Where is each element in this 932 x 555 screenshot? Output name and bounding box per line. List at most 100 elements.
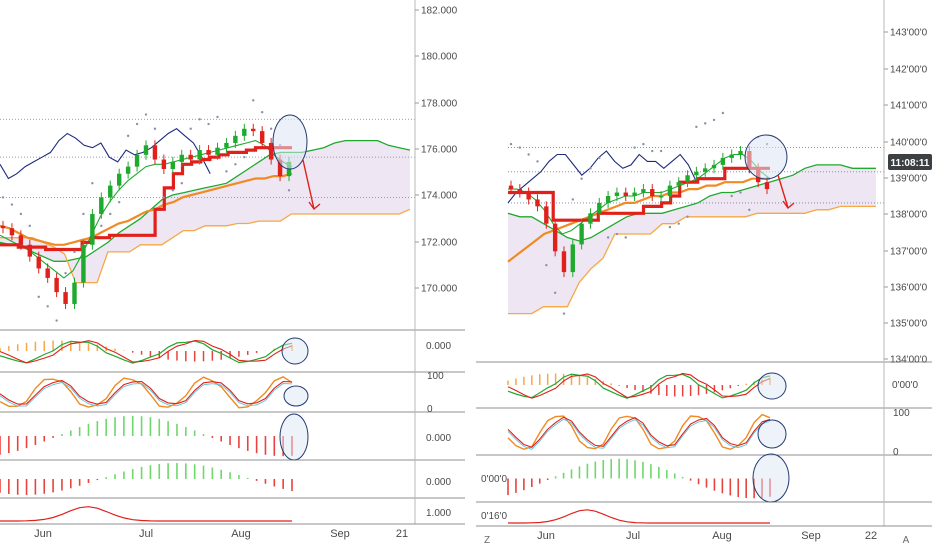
left-parabolic-sar bbox=[1, 99, 291, 322]
sar-dot bbox=[28, 224, 32, 228]
price-axis-label: 139'00'0 bbox=[890, 174, 928, 185]
price-axis-label: 134'00'0 bbox=[890, 355, 928, 366]
indicator-axis-label: 0'00'0 bbox=[892, 380, 919, 391]
candle-body bbox=[152, 145, 158, 160]
sar-dot bbox=[269, 127, 273, 130]
indicator-axis-label: 0 bbox=[893, 447, 899, 458]
indicator-highlight-circle bbox=[757, 419, 787, 449]
sar-dot bbox=[615, 232, 619, 236]
indicator-highlight-circle bbox=[752, 453, 790, 503]
candle-body bbox=[605, 196, 611, 203]
kijun-sen-line bbox=[0, 146, 292, 252]
sar-dot bbox=[10, 203, 14, 206]
candle-body bbox=[224, 142, 229, 148]
sar-dot bbox=[668, 225, 672, 229]
sar-dot bbox=[37, 295, 40, 299]
candle-body bbox=[588, 213, 593, 224]
sar-dot bbox=[234, 163, 237, 166]
candle-body bbox=[0, 225, 6, 229]
candle-body bbox=[134, 154, 140, 167]
candle-body bbox=[676, 182, 681, 186]
time-badge-bg bbox=[888, 154, 932, 170]
candle-body bbox=[711, 164, 717, 169]
sar-dot bbox=[19, 212, 23, 216]
time-axis-label: 22 bbox=[865, 530, 877, 542]
candle-body bbox=[197, 150, 202, 160]
panel-gap bbox=[466, 0, 476, 550]
indicator-axis-label: 100 bbox=[427, 371, 444, 382]
macd-line bbox=[507, 373, 771, 399]
candle-body bbox=[597, 202, 602, 214]
candle-body bbox=[36, 256, 41, 269]
candle-body bbox=[720, 157, 726, 165]
price-axis-label: 143'00'0 bbox=[890, 28, 928, 39]
candle-body bbox=[623, 192, 628, 196]
candle-body bbox=[650, 189, 655, 196]
sar-dot bbox=[659, 149, 663, 153]
candle-body bbox=[54, 277, 59, 293]
candle-body bbox=[18, 235, 24, 245]
indicator-highlight-circle bbox=[279, 413, 309, 461]
candle-body bbox=[63, 292, 68, 304]
candle-body bbox=[729, 154, 734, 158]
sar-dot bbox=[518, 146, 522, 149]
sar-dot bbox=[153, 127, 157, 130]
candle-body bbox=[45, 268, 50, 278]
candle-body bbox=[561, 251, 567, 273]
sar-dot bbox=[225, 170, 228, 173]
price-axis-label: 141'00'0 bbox=[890, 101, 928, 112]
sar-dot bbox=[571, 198, 574, 201]
indicator-curve bbox=[508, 509, 770, 524]
candle-body bbox=[90, 213, 95, 245]
sar-dot bbox=[82, 212, 85, 216]
sar-dot bbox=[216, 115, 219, 119]
candle-body bbox=[738, 151, 743, 155]
candle-body bbox=[143, 145, 149, 155]
sar-dot bbox=[642, 142, 645, 146]
chikou-span-line bbox=[0, 128, 211, 180]
indicator-axis-label: 0'16'0 bbox=[481, 511, 508, 522]
oscillator-slow-line bbox=[507, 416, 771, 448]
right-time-axis[interactable]: Jun Jul Aug Sep 22 bbox=[476, 525, 932, 542]
goto-date-icon[interactable]: Z bbox=[484, 535, 490, 546]
left-price-axis[interactable]: 182.000 180.000 178.000 176.000 174.000 172.0… bbox=[414, 0, 458, 524]
candle-body bbox=[552, 223, 558, 252]
right-price-axis[interactable]: 143'00'0 142'00'0 141'00'0 140'00'0 139'00'0… bbox=[883, 0, 928, 526]
indicator-axis-label: 0.000 bbox=[426, 433, 451, 444]
candle-body bbox=[535, 199, 540, 207]
price-axis-label: 174.000 bbox=[421, 191, 458, 202]
sar-dot bbox=[721, 111, 725, 115]
candle-body bbox=[188, 154, 193, 160]
moving-average-line bbox=[507, 177, 770, 263]
senkou-span-a-line bbox=[0, 139, 411, 262]
sar-dot bbox=[162, 196, 166, 199]
candle-body bbox=[116, 173, 122, 186]
candle-body bbox=[685, 175, 690, 183]
indicator-highlight-circle bbox=[281, 337, 309, 365]
chikou-span-line bbox=[507, 150, 698, 204]
senkou-span-b-line bbox=[0, 208, 411, 284]
candle-body bbox=[242, 128, 247, 136]
price-axis-label: 140'00'0 bbox=[890, 138, 928, 149]
time-axis-label: Jul bbox=[626, 530, 640, 542]
sar-dot bbox=[171, 189, 175, 192]
sar-dot bbox=[180, 182, 183, 185]
sar-dot bbox=[606, 236, 610, 239]
oscillator-fast-line bbox=[507, 413, 771, 451]
left-time-axis[interactable]: Jun Jul Aug Sep 21 bbox=[0, 523, 465, 540]
candle-body bbox=[658, 196, 664, 198]
down-arrow-head bbox=[782, 200, 795, 210]
sar-dot bbox=[252, 99, 255, 102]
auto-scale-toggle[interactable]: A bbox=[903, 535, 910, 546]
indicator-axis-label: 0.000 bbox=[426, 341, 451, 352]
candle-body bbox=[277, 159, 283, 177]
sar-dot bbox=[545, 263, 548, 267]
candle-body bbox=[179, 154, 184, 162]
time-badge-text: 11:08:11 bbox=[891, 158, 930, 169]
sar-dot bbox=[46, 305, 49, 308]
sar-dot bbox=[748, 208, 751, 212]
indicator-axis-label: 0.000 bbox=[426, 477, 451, 488]
time-axis-label: Jun bbox=[34, 528, 52, 540]
